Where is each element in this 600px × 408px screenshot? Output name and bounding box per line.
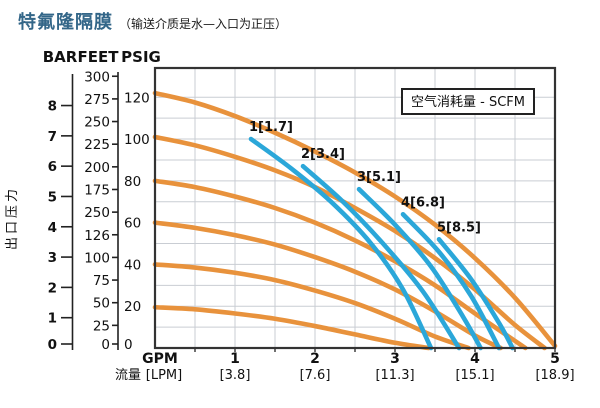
bar-header: BAR <box>43 48 78 66</box>
feet-tick-label: 100 <box>84 250 110 266</box>
air-curve-4 <box>400 211 502 351</box>
feet-tick-label: 75 <box>93 273 110 289</box>
psig-tick-label: 40 <box>124 257 141 273</box>
bar-tick-label: 4 <box>48 220 57 236</box>
psig-tick-label: 20 <box>124 299 141 315</box>
page-title: 特氟隆隔膜 <box>18 12 113 33</box>
page-subtitle: （输送介质是水—入口为正压） <box>119 17 288 31</box>
water-curve-20psi <box>152 304 431 351</box>
legend-box <box>401 88 535 115</box>
x-tick-lpm: [11.3] <box>375 368 414 383</box>
air-curve-labels: 1[1.7] 2[3.4] 3[5.1]4[6.8] 5[8.5] <box>249 120 481 235</box>
x-tick-gpm: 5 <box>550 351 560 367</box>
air-curve-label: 4[6.8] <box>401 195 445 210</box>
air-curve-label: 3[5.1] <box>357 170 401 185</box>
psig-header: PSIG <box>121 48 161 66</box>
psig-tick-label: 60 <box>124 216 141 232</box>
feet-tick-label: 300 <box>84 69 110 85</box>
bar-tick-label: 6 <box>48 159 57 175</box>
psig-tick-label: 80 <box>124 174 141 190</box>
bar-tick-label: 0 <box>48 337 57 353</box>
legend-label: 空气消耗量 - SCFM <box>411 94 525 110</box>
legend: 空气消耗量 - SCFM <box>401 88 535 115</box>
psig-tick-label: 0 <box>124 337 133 353</box>
bar-tick-label: 5 <box>48 189 57 205</box>
x-flow-label: 流量 <box>115 368 141 383</box>
psig-scale: 120 100 80 60 40 20 0 <box>124 90 150 353</box>
feet-tick-label: 126 <box>84 228 110 244</box>
psig-tick-label: 100 <box>124 132 150 148</box>
feet-tick-label: 0 <box>101 337 110 353</box>
x-tick-lpm: [18.9] <box>535 368 574 383</box>
bar-tick-label: 3 <box>48 250 57 266</box>
chart-header: 特氟隆隔膜 （输送介质是水—入口为正压） <box>18 8 287 34</box>
x-tick-gpm: 3 <box>390 351 400 367</box>
scale-rules <box>71 72 119 350</box>
feet-tick-label: 25 <box>93 318 110 334</box>
feet-tick-label: 225 <box>84 137 110 153</box>
feet-tick-label: 275 <box>84 92 110 108</box>
bar-tick-label: 1 <box>48 311 57 327</box>
feet-tick-label: 175 <box>84 182 110 198</box>
x-tick-lpm: [15.1] <box>455 368 494 383</box>
air-curve-label: 5[8.5] <box>437 220 481 235</box>
x-secondary-unit: [LPM] <box>146 368 182 383</box>
water-curve-60psi <box>152 220 503 351</box>
water-curve-120psi <box>152 90 558 349</box>
feet-tick-label: 250 <box>84 115 110 131</box>
air-curve-3 <box>356 186 483 351</box>
feet-tick-label: 250 <box>84 205 110 221</box>
bar-scale: 8 7 6 5 4 3 2 1 0 <box>48 99 72 353</box>
air-curve-label: 2[3.4] <box>301 147 345 162</box>
x-tick-lpm: [7.6] <box>300 368 331 383</box>
x-tick-gpm: 4 <box>470 351 480 367</box>
feet-tick-label: 50 <box>93 296 110 312</box>
y-axis-title: 出口压力 <box>5 186 20 250</box>
x-primary-unit: GPM <box>142 351 178 367</box>
curves <box>152 90 558 351</box>
bar-tick-label: 7 <box>48 129 57 145</box>
x-tick-lpm: [3.8] <box>220 368 251 383</box>
x-tick-gpm: 2 <box>310 351 320 367</box>
bar-tick-label: 2 <box>48 280 57 296</box>
air-curve-1 <box>248 136 434 351</box>
air-curve-5 <box>436 237 515 351</box>
feet-header: FEET <box>78 48 120 66</box>
psig-tick-label: 120 <box>124 90 150 106</box>
bar-tick-label: 8 <box>48 99 57 115</box>
air-curve-label: 1[1.7] <box>249 120 293 135</box>
x-tick-marks <box>194 348 556 352</box>
y-axis-headers: BAR FEET PSIG <box>43 48 161 66</box>
feet-tick-label: 200 <box>84 160 110 176</box>
x-tick-gpm: 1 <box>230 351 240 367</box>
air-curve-2 <box>300 163 462 351</box>
